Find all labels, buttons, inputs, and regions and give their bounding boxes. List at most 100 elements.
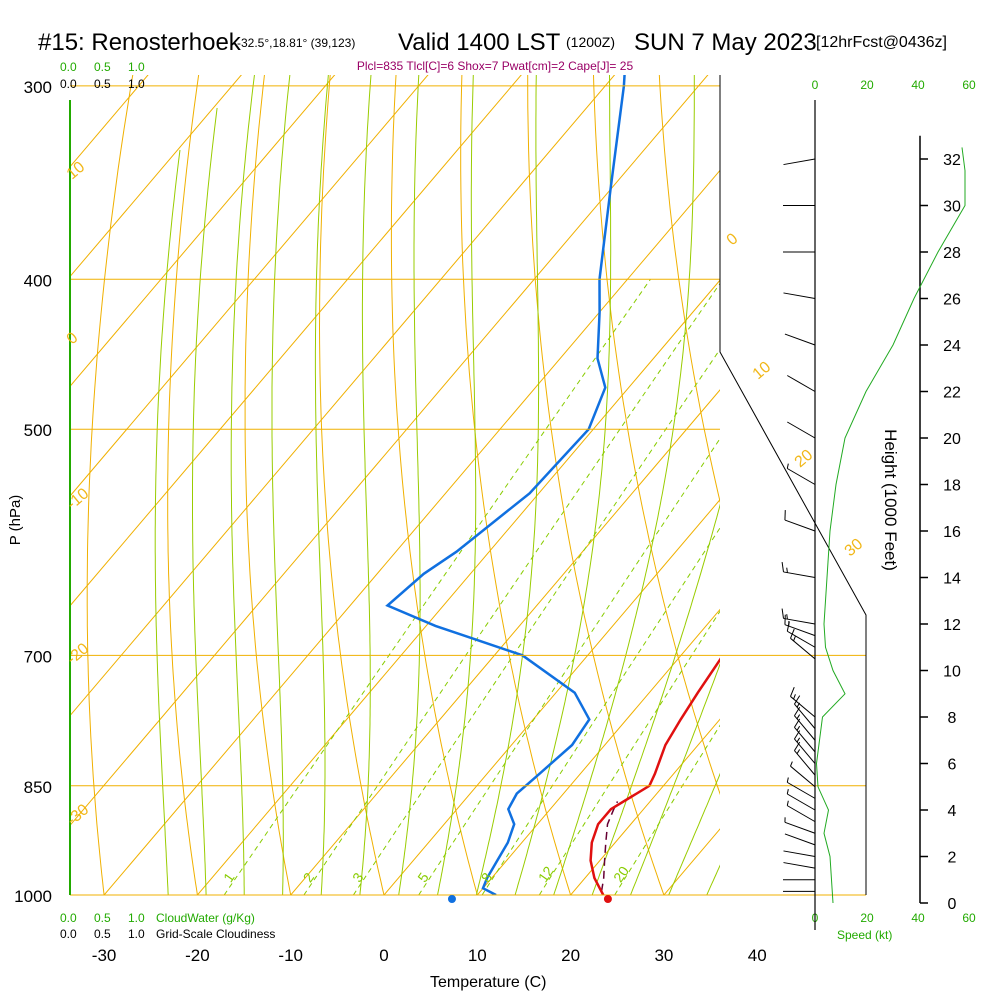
wind-barb-staff (784, 624, 816, 637)
moist-adiabat-line (398, 75, 421, 895)
wind-barb (784, 510, 816, 532)
isotherm-line (569, 718, 720, 895)
x-tick-label: -10 (278, 946, 303, 965)
isotherm-line (663, 828, 720, 895)
cloudiness-scale-top-2: 1.0 (128, 77, 145, 91)
wind-barb (781, 608, 816, 625)
wind-barb-staff (783, 571, 816, 578)
wind-barb-staff (783, 158, 816, 166)
mixing-ratio-line (538, 610, 720, 895)
wind-barb-staff (783, 862, 816, 869)
wind-speed-tick-bottom: 20 (860, 911, 874, 925)
wind-barb-flag (790, 686, 795, 697)
wind-speed-tick-top: 40 (911, 78, 925, 92)
wind-barb-staff (787, 421, 816, 439)
wind-barb-flag (794, 741, 801, 751)
wind-barb (794, 695, 816, 729)
height-tick-label: 12 (943, 617, 961, 634)
y-tick-label: 1000 (14, 887, 52, 906)
zulu-time: (1200Z) (566, 34, 615, 50)
wind-barb-staff (787, 781, 816, 799)
parcel-line (600, 801, 619, 892)
cloudwater-label: CloudWater (g/Kg) (156, 911, 255, 925)
wind-barb-flag (786, 777, 789, 783)
dry-adiabat-line (167, 75, 200, 895)
wind-barb-flag (796, 725, 801, 731)
mixing-ratio-label: 20 (610, 863, 632, 885)
wind-barb (794, 741, 816, 776)
height-tick-label: 16 (943, 524, 961, 541)
wind-barb-flag (794, 718, 801, 728)
wind-barb (784, 817, 816, 834)
wind-speed-label: Speed (kt) (837, 928, 892, 942)
surface-temperature-dot (603, 895, 612, 903)
height-tick-label: 14 (943, 571, 961, 588)
x-tick-label: 20 (561, 946, 580, 965)
cloudwater-scale-bottom-1: 0.5 (94, 911, 111, 925)
mixing-ratio-label: 5 (414, 869, 432, 885)
height-tick-label: 30 (943, 199, 961, 216)
wind-barb (783, 862, 816, 869)
wind-barb-staff (783, 617, 816, 625)
dry-adiabat-line (460, 75, 572, 895)
wind-barb-staff (794, 738, 816, 764)
wind-barb-staff (783, 850, 816, 857)
dry-adiabat-line (717, 0, 960, 928)
y-tick-label: 850 (24, 778, 52, 797)
isotherm-label: 0 (64, 329, 82, 348)
dry-adiabat-line (318, 75, 385, 895)
isotherm-line (383, 498, 720, 895)
wind-barb-staff (794, 715, 816, 741)
x-tick-label: 10 (468, 946, 487, 965)
height-tick-label: 2 (948, 850, 957, 867)
mixing-ratio-line (418, 437, 720, 895)
isotherm-label: 10 (64, 159, 89, 184)
moist-adiabat-line (359, 75, 372, 895)
wind-barb-flag (786, 567, 788, 573)
wind-barb (794, 706, 816, 741)
wind-barb (781, 561, 816, 578)
mixing-ratio-label: 2 (300, 869, 318, 885)
wind-barb-staff (787, 793, 816, 811)
isotherm-line (0, 0, 11, 928)
wind-barb-staff (790, 765, 816, 788)
dry-adiabat-line (390, 75, 478, 895)
x-tick-label: -20 (185, 946, 210, 965)
isotherm-line (823, 0, 1000, 928)
wind-barb (787, 375, 816, 392)
moist-adiabat-line (314, 75, 329, 895)
isotherm-line (70, 75, 429, 497)
isotherm-line (70, 75, 149, 168)
wind-barb-staff (787, 468, 816, 485)
wind-barb (790, 628, 816, 660)
wind-barb-flag (794, 730, 801, 740)
dry-adiabat-line (658, 75, 720, 504)
wind-barb (787, 421, 816, 439)
cloudwater-scale-bottom-0: 0.0 (60, 911, 77, 925)
y-tick-label: 700 (24, 647, 52, 666)
wind-barb-staff (784, 519, 816, 532)
isotherm-line (70, 75, 242, 278)
height-tick-label: 32 (943, 152, 961, 169)
height-tick-label: 28 (943, 245, 961, 262)
isotherm-line (70, 75, 709, 827)
wind-barb-staff (790, 696, 816, 718)
wind-barb (783, 292, 816, 299)
height-tick-label: 8 (948, 710, 957, 727)
cloudiness-scale-bottom-1: 0.5 (94, 927, 111, 941)
wind-barb (784, 614, 816, 637)
isotherm-label: 20 (792, 447, 817, 472)
dry-adiabat-line (3, 0, 104, 928)
x-tick-label: 0 (379, 946, 388, 965)
cloudiness-scale-top-1: 0.5 (94, 77, 111, 91)
y-axis-title: P (hPa) (7, 495, 24, 546)
height-tick-label: 4 (948, 803, 957, 820)
wind-speed-tick-top: 60 (962, 78, 976, 92)
dewpoint-line (385, 75, 626, 895)
wind-barb-flag (796, 737, 801, 743)
mixing-ratio-line (481, 527, 720, 895)
x-tick-label: 40 (748, 946, 767, 965)
cloudwater-scale-top-1: 0.5 (94, 60, 111, 74)
wind-barb-flag (796, 749, 801, 754)
height-tick-label: 20 (943, 431, 961, 448)
